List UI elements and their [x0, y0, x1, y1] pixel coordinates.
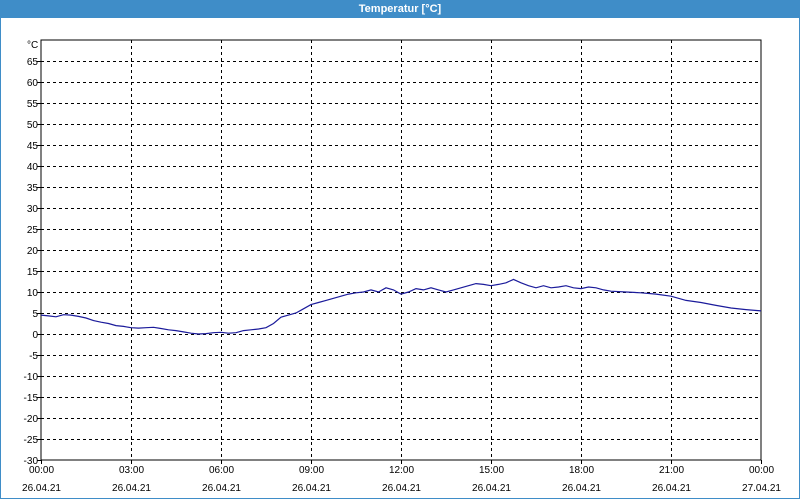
y-tick-label: 30 — [27, 204, 39, 215]
grid-layer — [40, 39, 762, 461]
y-tick-label: 50 — [27, 120, 39, 131]
x-tick-label-time: 06:00 — [209, 465, 234, 476]
y-tick-label: -10 — [24, 372, 39, 383]
x-tick-label-time: 00:00 — [749, 465, 774, 476]
y-tick-label: 5 — [32, 309, 38, 320]
x-tick-label-date: 26.04.21 — [112, 483, 151, 494]
temperature-chart: 65605550454035302520151050-5-10-15-20-25… — [22, 39, 781, 494]
x-tick-label-time: 03:00 — [119, 465, 144, 476]
temperature-series-line — [40, 278, 762, 335]
x-tick-label-time: 12:00 — [389, 465, 414, 476]
x-tick-label-date: 26.04.21 — [202, 483, 241, 494]
y-tick-label: 55 — [27, 99, 39, 110]
y-tick-label: 45 — [27, 141, 39, 152]
chart-title: Temperatur [°C] — [0, 0, 800, 18]
y-tick-label: 65 — [27, 57, 39, 68]
y-tick-label: -30 — [24, 456, 39, 467]
y-tick-label: 40 — [27, 162, 39, 173]
y-axis-unit: °C — [27, 40, 38, 51]
x-tick-label-time: 18:00 — [569, 465, 594, 476]
x-tick-label-date: 26.04.21 — [22, 483, 61, 494]
y-tick-label: 15 — [27, 267, 39, 278]
x-tick-label-date: 26.04.21 — [652, 483, 691, 494]
y-tick-label: 35 — [27, 183, 39, 194]
x-tick-label-time: 09:00 — [299, 465, 324, 476]
x-tick-label-date: 26.04.21 — [382, 483, 421, 494]
y-tick-label: -15 — [24, 393, 39, 404]
x-tick-label-date: 27.04.21 — [742, 483, 781, 494]
x-tick-label-time: 21:00 — [659, 465, 684, 476]
chart-frame: 65 60 55 50 45 40 35 30 25 20 15 10 5 0 -5 -10 -15 -20 -25… — [0, 18, 800, 499]
x-tick-label-time: 00:00 — [29, 465, 54, 476]
x-tick-label-time: 15:00 — [479, 465, 504, 476]
x-tick-label-date: 26.04.21 — [472, 483, 511, 494]
x-tick-label-date: 26.04.21 — [292, 483, 331, 494]
x-tick-label-date: 26.04.21 — [562, 483, 601, 494]
y-tick-label: 25 — [27, 225, 39, 236]
y-tick-label: -25 — [24, 435, 39, 446]
y-tick-label: 10 — [27, 288, 39, 299]
y-tick-label: 60 — [27, 78, 39, 89]
y-tick-label: -5 — [29, 351, 38, 362]
y-tick-label: 20 — [27, 246, 39, 257]
series-layer — [40, 278, 762, 335]
y-tick-label: 0 — [32, 330, 38, 341]
axis-layer: 65605550454035302520151050-5-10-15-20-25… — [22, 57, 781, 494]
y-tick-label: -20 — [24, 414, 39, 425]
